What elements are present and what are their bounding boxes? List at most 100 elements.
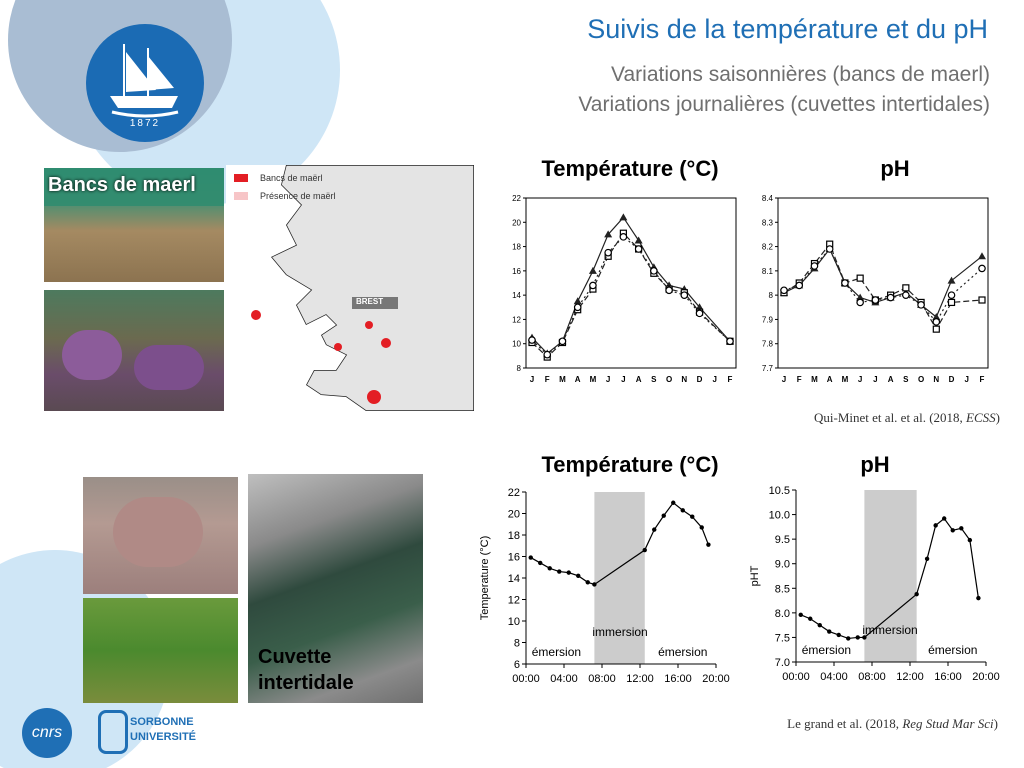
- x-tick-label: 20:00: [702, 673, 730, 685]
- data-point: [588, 266, 597, 274]
- y-tick-label: 12: [512, 315, 521, 324]
- x-tick-label: D: [697, 375, 703, 384]
- x-tick-label: N: [933, 375, 939, 384]
- x-tick-label: F: [980, 375, 985, 384]
- y-axis-label: pHT: [749, 565, 761, 586]
- citation-top: Qui-Minet et al. et al. (2018, ECSS): [814, 410, 1000, 425]
- data-point: [780, 286, 788, 295]
- phase-annotation: émersion: [532, 645, 581, 659]
- data-point: [978, 264, 986, 273]
- sorbonne-logo-mark: [98, 710, 128, 754]
- x-tick-label: F: [545, 375, 550, 384]
- data-point: [978, 296, 986, 304]
- slide-title: Suivis de la température et du pH: [587, 14, 988, 44]
- data-point: [652, 527, 657, 532]
- data-point: [573, 297, 582, 305]
- y-tick-label: 6: [514, 659, 520, 671]
- y-tick-label: 14: [512, 291, 521, 300]
- x-tick-label: 00:00: [782, 671, 810, 683]
- phase-annotation: émersion: [928, 643, 977, 657]
- data-point: [576, 573, 581, 579]
- y-tick-label: 8.1: [762, 267, 774, 276]
- data-point: [726, 337, 734, 346]
- logo: 1872: [86, 24, 204, 142]
- data-point: [836, 632, 841, 638]
- sorbonne-text-2: UNIVERSITÉ: [130, 731, 197, 743]
- x-tick-label: O: [918, 375, 924, 384]
- series-line: [530, 501, 709, 586]
- y-tick-label: 10.0: [769, 510, 790, 522]
- data-point: [585, 580, 590, 585]
- data-point: [642, 547, 647, 553]
- data-point: [566, 570, 571, 575]
- data-point: [902, 291, 910, 299]
- chart-seasonal-ph: 7.77.87.988.18.28.38.4J F M A M J J A S O N D J F: [762, 194, 989, 384]
- data-point: [871, 296, 880, 304]
- series-line: [531, 216, 731, 355]
- x-tick-label: M: [590, 375, 597, 384]
- map-drawing: [226, 164, 475, 412]
- data-point: [856, 293, 865, 301]
- data-point: [810, 262, 819, 270]
- photo-maerl-bed: Bancs de maerl: [44, 168, 224, 282]
- series-line: [531, 236, 731, 356]
- map-legend-banks: Bancs de maërl: [260, 173, 323, 183]
- data-point: [604, 230, 613, 238]
- x-tick-label: 08:00: [858, 671, 886, 683]
- data-point: [947, 291, 956, 299]
- subtitle-seasonal: Variations saisonnières (bancs de maerl): [611, 63, 990, 86]
- data-point: [680, 508, 685, 513]
- data-point: [573, 303, 582, 312]
- x-tick-label: 12:00: [626, 673, 654, 685]
- y-tick-label: 9.5: [775, 534, 790, 546]
- data-point: [690, 514, 695, 519]
- photo-red-algae: [83, 477, 238, 594]
- phase-annotation: immersion: [592, 625, 647, 639]
- data-point: [959, 526, 964, 531]
- cnrs-logo: cnrs: [22, 708, 72, 758]
- y-tick-label: 18: [512, 243, 521, 252]
- y-tick-label: 7.9: [762, 315, 774, 324]
- map-legend-presence: Présence de maërl: [260, 191, 336, 201]
- y-tick-label: 8.3: [762, 218, 774, 227]
- subtitle-daily: Variations journalières (cuvettes intert…: [578, 93, 990, 116]
- data-point: [589, 281, 597, 290]
- data-point: [846, 636, 851, 641]
- data-point: [856, 274, 864, 282]
- data-point: [557, 569, 562, 574]
- bottom-temp-title: Température (°C): [541, 452, 719, 477]
- data-point: [795, 281, 804, 290]
- data-point: [695, 303, 704, 311]
- sorbonne-text-1: SORBONNE: [130, 716, 194, 728]
- data-point: [547, 566, 552, 571]
- data-point: [886, 293, 895, 302]
- y-tick-label: 8: [769, 291, 774, 300]
- photo-maerl-closeup: [44, 290, 224, 411]
- x-tick-label: 04:00: [550, 673, 578, 685]
- y-tick-label: 8.5: [775, 583, 790, 595]
- x-tick-label: M: [559, 375, 566, 384]
- series-line: [783, 247, 983, 323]
- y-tick-label: 10.5: [769, 485, 790, 497]
- x-tick-label: 04:00: [820, 671, 848, 683]
- data-point: [950, 528, 955, 533]
- y-tick-label: 22: [512, 194, 521, 203]
- x-tick-label: F: [797, 375, 802, 384]
- data-point: [942, 516, 947, 521]
- x-tick-label: J: [858, 375, 862, 384]
- immersion-band: [864, 490, 917, 662]
- x-tick-label: J: [713, 375, 717, 384]
- photo-tide-pool: Cuvette intertidale: [248, 474, 423, 703]
- series-line: [783, 242, 983, 331]
- x-tick-label: M: [842, 375, 849, 384]
- data-point: [592, 582, 597, 587]
- y-tick-label: 8: [517, 364, 522, 373]
- chart-daily-temperature: 6 8 10 12 14 16 18 20 22 00:00 04:00 08:00 12:00 16:0…: [479, 487, 730, 685]
- y-tick-label: 8.2: [762, 243, 774, 252]
- y-tick-label: 16: [508, 552, 520, 564]
- x-tick-label: J: [782, 375, 786, 384]
- top-ph-title: pH: [880, 156, 910, 181]
- plot-frame: [525, 197, 737, 369]
- data-point: [817, 622, 822, 628]
- y-tick-label: 20: [508, 509, 520, 521]
